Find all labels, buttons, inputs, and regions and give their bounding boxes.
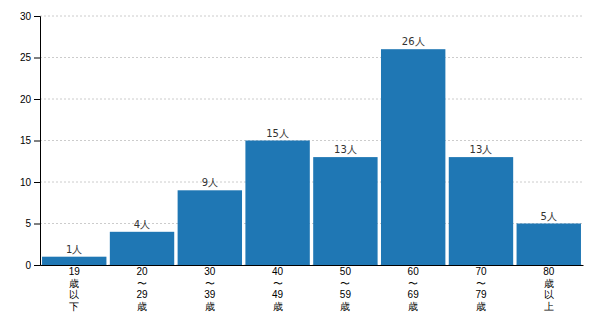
tick-label-line: 歳 bbox=[476, 301, 486, 312]
chart: 1人4人9人15人13人26人13人5人05101520253019歳以下20〜… bbox=[0, 0, 597, 329]
tick-label-line: 〜 bbox=[340, 278, 350, 289]
tick-label: 10 bbox=[20, 177, 32, 188]
tick: 30 bbox=[20, 11, 40, 22]
tick-label-line: 49 bbox=[272, 289, 284, 300]
tick: 5 bbox=[25, 218, 40, 229]
tick-label: 25 bbox=[20, 52, 32, 63]
tick-mark bbox=[34, 182, 40, 183]
data-label: 5人 bbox=[541, 211, 557, 222]
tick: 80歳以上 bbox=[543, 265, 555, 312]
tick-label-line: 歳 bbox=[340, 301, 350, 312]
tick-mark bbox=[34, 16, 40, 17]
data-label: 1人 bbox=[66, 244, 82, 255]
grid-line bbox=[40, 140, 583, 141]
data-labels: 1人 4人 9人 15人 13人 26人 13人 5人 bbox=[66, 36, 557, 255]
tick: 20 bbox=[20, 94, 40, 105]
tick-label-line: 〜 bbox=[273, 278, 283, 289]
tick: 20〜29歳 bbox=[136, 265, 148, 312]
plot: 1人4人9人15人13人26人13人5人05101520253019歳以下20〜… bbox=[20, 11, 584, 312]
tick: 30〜39歳 bbox=[204, 265, 216, 312]
bars bbox=[42, 49, 581, 265]
data-label: 4人 bbox=[134, 219, 150, 230]
tick-label-line: 59 bbox=[340, 289, 352, 300]
tick-label-line: 20 bbox=[136, 266, 148, 277]
tick: 19歳以下 bbox=[69, 265, 81, 312]
bar bbox=[313, 157, 377, 265]
bar bbox=[178, 190, 242, 265]
tick-label-line: 40 bbox=[272, 266, 284, 277]
tick-label-line: 歳 bbox=[69, 278, 79, 289]
tick-label: 70〜79歳 bbox=[475, 266, 487, 312]
data-label: 15人 bbox=[266, 128, 289, 139]
tick-label-line: 歳 bbox=[273, 301, 283, 312]
tick-label-line: 〜 bbox=[205, 278, 215, 289]
tick-label: 20 bbox=[20, 94, 32, 105]
tick: 40〜49歳 bbox=[272, 265, 284, 312]
tick-mark bbox=[34, 99, 40, 100]
tick-label-line: 70 bbox=[475, 266, 487, 277]
tick-label-line: 29 bbox=[136, 289, 148, 300]
tick-label: 19歳以下 bbox=[69, 266, 81, 312]
bar bbox=[381, 49, 445, 265]
tick-label: 30〜39歳 bbox=[204, 266, 216, 312]
bar bbox=[245, 141, 309, 266]
tick-label-line: 歳 bbox=[205, 301, 215, 312]
tick-label-line: 上 bbox=[544, 301, 554, 312]
grid bbox=[40, 16, 583, 265]
data-label: 13人 bbox=[470, 144, 493, 155]
tick: 0 bbox=[25, 260, 40, 271]
bar bbox=[449, 157, 513, 265]
tick-label: 20〜29歳 bbox=[136, 266, 148, 312]
tick-label-line: 以 bbox=[69, 289, 79, 300]
grid-line bbox=[40, 57, 583, 58]
axis-line bbox=[41, 265, 584, 266]
y-axis: 0 5 10 15 20 25 30 bbox=[20, 11, 41, 271]
tick-label: 15 bbox=[20, 135, 32, 146]
tick: 70〜79歳 bbox=[475, 265, 487, 312]
tick-label: 40〜49歳 bbox=[272, 266, 284, 312]
tick-label: 50〜59歳 bbox=[340, 266, 352, 312]
tick-label-line: 79 bbox=[475, 289, 487, 300]
data-label: 26人 bbox=[402, 36, 425, 47]
tick-label-line: 〜 bbox=[408, 278, 418, 289]
tick-label: 80歳以上 bbox=[543, 266, 555, 312]
tick-label: 0 bbox=[25, 260, 31, 271]
tick-label-line: 〜 bbox=[137, 278, 147, 289]
tick-label-line: 80 bbox=[543, 266, 555, 277]
tick-label-line: 歳 bbox=[544, 278, 554, 289]
tick: 15 bbox=[20, 135, 40, 146]
tick: 25 bbox=[20, 52, 40, 63]
data-label: 9人 bbox=[202, 177, 218, 188]
tick-mark bbox=[34, 141, 40, 142]
tick-label-line: 歳 bbox=[408, 301, 418, 312]
tick-mark bbox=[34, 224, 40, 225]
tick-label-line: 歳 bbox=[137, 301, 147, 312]
tick-label-line: 下 bbox=[69, 301, 79, 312]
tick-label-line: 39 bbox=[204, 289, 216, 300]
tick-label-line: 69 bbox=[408, 289, 420, 300]
tick: 50〜59歳 bbox=[340, 265, 352, 312]
grid-line bbox=[40, 16, 583, 17]
tick: 60〜69歳 bbox=[408, 265, 420, 312]
tick-label: 60〜69歳 bbox=[408, 266, 420, 312]
tick-label-line: 50 bbox=[340, 266, 352, 277]
grid-line bbox=[40, 99, 583, 100]
x-axis: 19歳以下20〜29歳30〜39歳40〜49歳50〜59歳60〜69歳70〜79… bbox=[41, 265, 584, 312]
tick-label-line: 19 bbox=[69, 266, 81, 277]
bar bbox=[517, 224, 581, 266]
data-label: 13人 bbox=[334, 144, 357, 155]
tick-mark bbox=[34, 58, 40, 59]
axis-line bbox=[34, 17, 41, 266]
tick-label: 5 bbox=[25, 218, 31, 229]
tick-label-line: 60 bbox=[408, 266, 420, 277]
tick-mark bbox=[34, 265, 40, 266]
tick-label-line: 以 bbox=[544, 289, 554, 300]
tick-label-line: 〜 bbox=[476, 278, 486, 289]
bar bbox=[110, 232, 174, 265]
tick: 10 bbox=[20, 177, 40, 188]
bar bbox=[42, 257, 106, 265]
tick-label: 30 bbox=[20, 11, 32, 22]
tick-label-line: 30 bbox=[204, 266, 216, 277]
